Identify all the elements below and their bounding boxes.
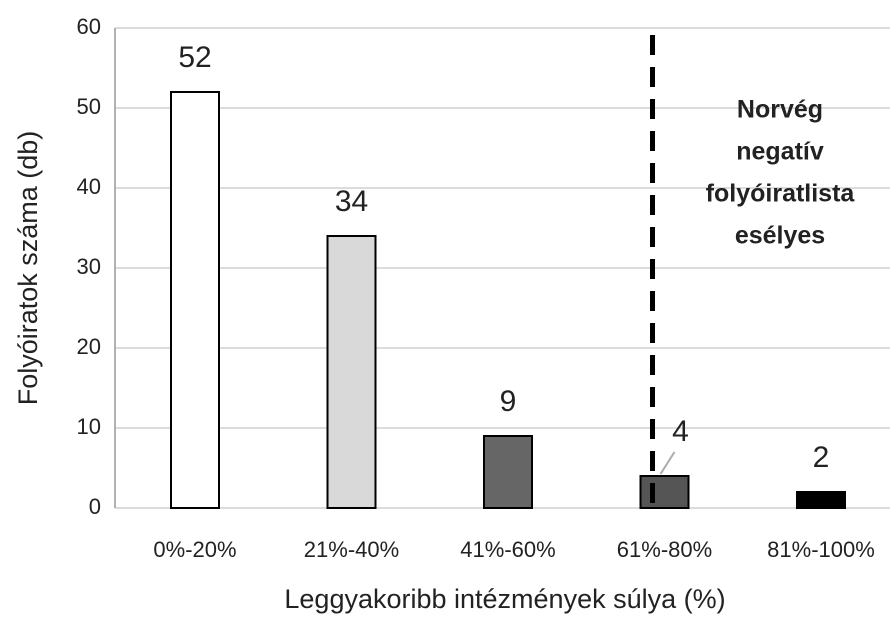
annotation: esélyes — [735, 222, 825, 250]
bar — [170, 91, 220, 509]
y-tick-label: 0 — [89, 494, 101, 519]
y-tick-label: 40 — [77, 174, 101, 199]
x-tick-label: 0%-20% — [153, 537, 236, 562]
annotation: folyóiratlista — [706, 180, 856, 208]
data-label: 4 — [672, 415, 689, 448]
x-tick-label: 41%-60% — [460, 537, 555, 562]
bar — [326, 235, 377, 509]
y-tick-label: 20 — [77, 334, 101, 359]
x-tick-label: 81%-100% — [767, 537, 875, 562]
y-axis-label: Folyóiratok száma (db) — [13, 131, 43, 406]
y-tick-label: 30 — [77, 254, 101, 279]
data-label: 52 — [178, 41, 211, 74]
annotation: negatív — [736, 138, 824, 166]
y-tick-label: 60 — [77, 14, 101, 39]
data-label: 9 — [500, 385, 517, 418]
bar — [483, 435, 533, 509]
x-tick-label: 21%-40% — [304, 537, 399, 562]
bar — [639, 475, 690, 509]
annotation: Norvég — [737, 96, 823, 124]
x-axis-label: Leggyakoribb intézmények súlya (%) — [284, 584, 725, 614]
leader-line — [659, 451, 676, 475]
data-label: 2 — [813, 441, 830, 474]
data-label: 34 — [335, 185, 368, 218]
y-tick-label: 10 — [77, 414, 101, 439]
x-tick-label: 61%-80% — [617, 537, 712, 562]
bar — [796, 491, 846, 509]
y-tick-label: 50 — [77, 94, 101, 119]
